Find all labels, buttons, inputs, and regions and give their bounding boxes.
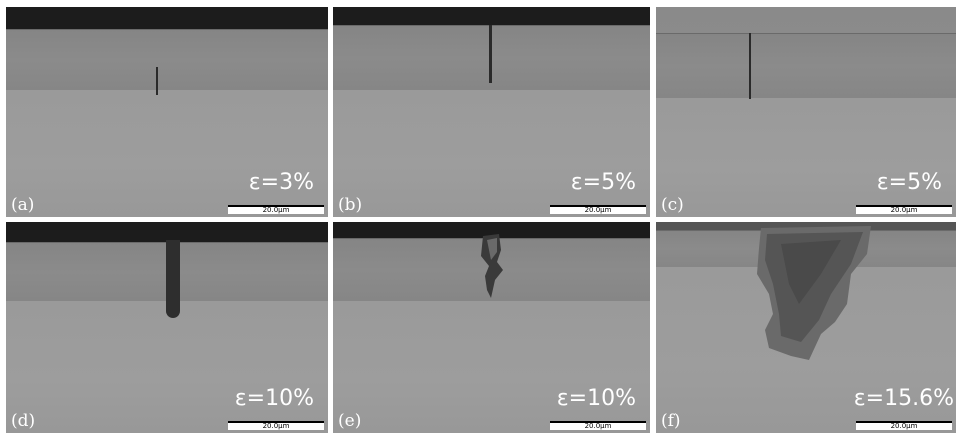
strain-label: ε=3% — [248, 170, 314, 195]
scale-bar-label: 20.0μm — [262, 422, 290, 430]
strain-label: ε=10% — [234, 386, 314, 411]
strain-label: ε=15.6% — [853, 386, 954, 411]
panel-letter: (a) — [11, 195, 35, 215]
panel-f: ε=15.6% (f) 20.0μm — [656, 222, 956, 433]
scale-bar-label: 20.0μm — [584, 422, 612, 430]
panel-b: ε=5% (b) 20.0μm — [333, 7, 650, 217]
crack — [489, 25, 492, 83]
scale-bar: 20.0μm — [856, 421, 952, 430]
crack-pit — [166, 240, 180, 318]
strain-label: ε=5% — [570, 170, 636, 195]
panel-letter: (c) — [661, 195, 684, 215]
panel-letter: (e) — [338, 411, 362, 431]
scale-bar: 20.0μm — [550, 205, 646, 214]
strain-label: ε=5% — [876, 170, 942, 195]
scale-bar-label: 20.0μm — [584, 206, 612, 214]
scale-bar: 20.0μm — [550, 421, 646, 430]
corrosion-pit — [757, 226, 871, 360]
scale-bar: 20.0μm — [228, 205, 324, 214]
scale-bar-label: 20.0μm — [890, 206, 918, 214]
strain-label: ε=10% — [556, 386, 636, 411]
scale-bar-label: 20.0μm — [262, 206, 290, 214]
panel-letter: (f) — [661, 411, 681, 431]
panel-d: ε=10% (d) 20.0μm — [6, 222, 328, 433]
crack — [749, 33, 751, 99]
scale-bar: 20.0μm — [228, 421, 324, 430]
crack — [156, 67, 158, 95]
panel-e: ε=10% (e) 20.0μm — [333, 222, 650, 433]
panel-letter: (b) — [338, 195, 363, 215]
crack-pit — [481, 234, 503, 298]
panel-c: ε=5% (c) 20.0μm — [656, 7, 956, 217]
panel-letter: (d) — [11, 411, 36, 431]
scale-bar: 20.0μm — [856, 205, 952, 214]
panel-a: ε=3% (a) 20.0μm — [6, 7, 328, 217]
scale-bar-label: 20.0μm — [890, 422, 918, 430]
